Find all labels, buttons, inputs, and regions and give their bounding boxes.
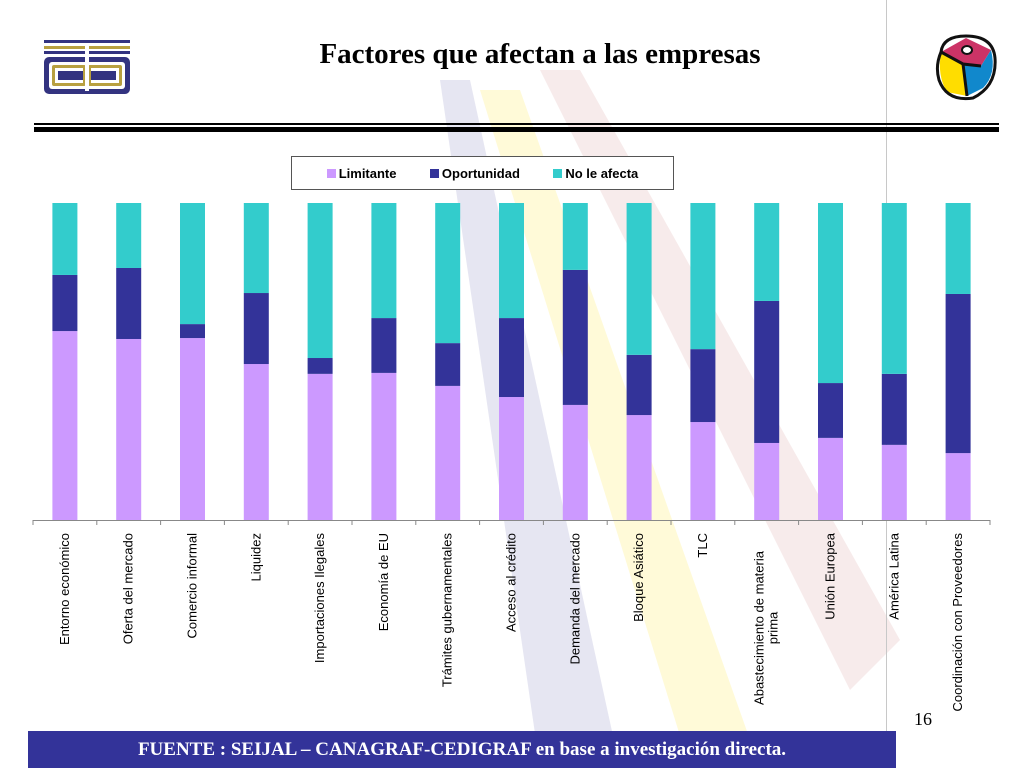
- bar-stack: [180, 203, 205, 520]
- bar-segment-oportunidad: [690, 349, 716, 423]
- bar-stack: [562, 203, 588, 520]
- bar-segment-oportunidad: [754, 300, 780, 443]
- bar-segment-no-afecta: [754, 203, 780, 301]
- bar-segment-oportunidad: [52, 274, 78, 332]
- bar-segment-oportunidad: [371, 318, 397, 373]
- bar-segment-no-afecta: [690, 203, 716, 350]
- bar-segment-limitante: [435, 385, 461, 520]
- bar-stack: [690, 203, 716, 520]
- bar-segment-oportunidad: [435, 343, 461, 386]
- x-tick-label: América Latina: [886, 532, 901, 619]
- bar-segment-oportunidad: [626, 354, 652, 416]
- x-tick-label: Importaciones Ilegales: [312, 533, 327, 664]
- bar-segment-limitante: [818, 437, 843, 520]
- x-tick-label: Bloque Asiático: [631, 533, 646, 622]
- x-tick-label: Unión Europea: [823, 532, 838, 619]
- x-tick-label: Abastecimiento de materiaprima: [752, 550, 781, 705]
- bar-segment-limitante: [371, 372, 397, 520]
- bar-segment-no-afecta: [562, 203, 588, 270]
- bar-segment-no-afecta: [180, 203, 205, 325]
- bar-segment-limitante: [690, 422, 716, 520]
- bar-stack: [499, 203, 524, 520]
- legend-label-limitante: Limitante: [338, 165, 397, 181]
- bar-segment-limitante: [626, 415, 652, 520]
- bar-segment-no-afecta: [818, 203, 843, 384]
- bar-stack: [307, 203, 333, 520]
- bar-segment-no-afecta: [307, 203, 333, 359]
- bar-segment-limitante: [243, 364, 269, 520]
- chart-legend: Limitante Oportunidad No le afecta: [291, 156, 674, 190]
- bar-segment-limitante: [562, 404, 588, 520]
- bar-segment-oportunidad: [116, 267, 142, 339]
- x-tick-label: TLC: [695, 533, 710, 558]
- x-tick-label: Acceso al crédito: [504, 533, 519, 632]
- legend-item-no-afecta: No le afecta: [553, 166, 638, 181]
- title-rule-thick: [34, 127, 999, 132]
- legend-swatch-oportunidad: [429, 168, 439, 178]
- bar-stack: [881, 203, 907, 520]
- source-footer: FUENTE : SEIJAL – CANAGRAF-CEDIGRAF en b…: [28, 731, 896, 768]
- title-rule-thin: [34, 123, 999, 125]
- legend-label-oportunidad: Oportunidad: [441, 165, 520, 181]
- legend-item-oportunidad: Oportunidad: [429, 165, 520, 181]
- bar-stack: [243, 203, 269, 520]
- x-tick-label: Coordinación con Proveedores: [950, 533, 965, 712]
- bar-segment-no-afecta: [881, 203, 907, 374]
- x-tick-label: Economía de EU: [376, 533, 391, 631]
- bar-segment-oportunidad: [307, 358, 333, 374]
- bar-stack: [116, 203, 142, 520]
- x-tick-label: Oferta del mercado: [121, 533, 136, 644]
- bar-stack: [818, 203, 843, 520]
- bar-segment-oportunidad: [499, 318, 524, 398]
- bar-segment-no-afecta: [243, 203, 269, 294]
- x-tick-label: Entorno económico: [57, 533, 72, 645]
- bar-segment-limitante: [307, 373, 333, 520]
- bar-segment-oportunidad: [180, 324, 205, 339]
- bar-segment-no-afecta: [499, 203, 524, 319]
- bar-segment-no-afecta: [116, 203, 142, 268]
- bar-segment-limitante: [881, 444, 907, 520]
- bar-segment-oportunidad: [562, 269, 588, 405]
- bar-stack: [945, 203, 971, 520]
- bar-stack: [435, 203, 461, 520]
- bar-segment-no-afecta: [371, 203, 397, 319]
- bar-stack: [626, 203, 652, 520]
- bar-segment-limitante: [180, 338, 205, 520]
- bar-segment-no-afecta: [626, 203, 652, 355]
- bar-stack: [371, 203, 397, 520]
- bar-segment-oportunidad: [243, 293, 269, 365]
- x-tick-label: Comercio informal: [185, 533, 200, 639]
- legend-swatch-no-afecta: [553, 168, 563, 178]
- canagraf-logo: [935, 34, 997, 101]
- bar-segment-no-afecta: [435, 203, 461, 344]
- x-tick-label: Demanda del mercado: [567, 533, 582, 665]
- bar-segment-oportunidad: [818, 383, 843, 438]
- legend-label-no-afecta: No le afecta: [565, 165, 639, 181]
- legend-swatch-limitante: [326, 168, 336, 178]
- bar-segment-limitante: [499, 397, 524, 520]
- bar-stack: [52, 203, 78, 520]
- x-tick-label: Trámites gubernamentales: [440, 533, 455, 688]
- slide-title: Factores que afectan a las empresas: [319, 38, 761, 70]
- page-number: 16: [914, 709, 932, 729]
- x-tick-label: Liquidez: [248, 533, 263, 581]
- bar-segment-no-afecta: [52, 203, 78, 275]
- legend-item-limitante: Limitante: [326, 165, 397, 181]
- bar-segment-limitante: [945, 453, 971, 520]
- cedigraf-logo: [44, 40, 130, 94]
- bar-segment-oportunidad: [881, 373, 907, 445]
- bar-segment-oportunidad: [945, 293, 971, 454]
- bar-segment-limitante: [754, 442, 780, 520]
- bar-stack: [754, 203, 780, 520]
- bar-segment-no-afecta: [945, 203, 971, 294]
- bar-segment-limitante: [52, 331, 78, 520]
- bar-segment-limitante: [116, 338, 142, 520]
